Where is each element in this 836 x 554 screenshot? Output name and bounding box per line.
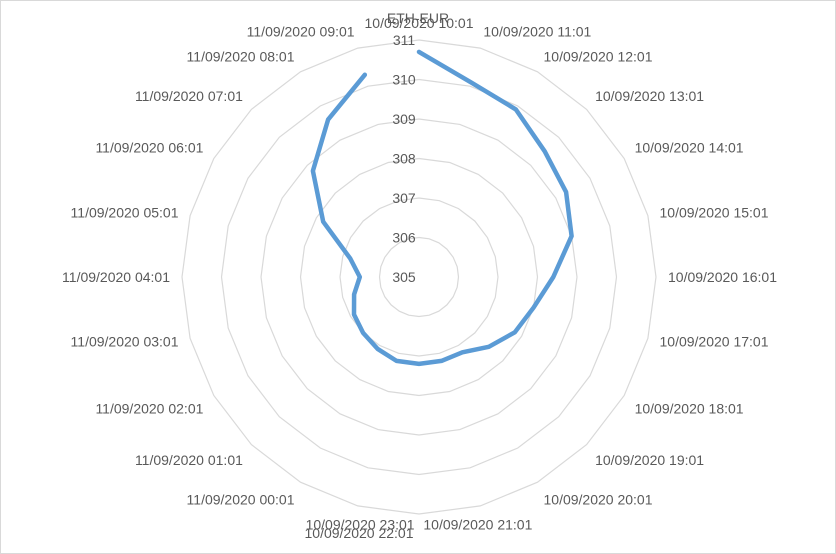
category-label: 11/09/2020 08:01: [187, 48, 295, 64]
grid-ring: [260, 118, 578, 436]
category-label: 11/09/2020 02:01: [95, 401, 203, 417]
category-label: 10/09/2020 14:01: [635, 140, 744, 156]
tick-label: 309: [392, 111, 416, 127]
category-label: 11/09/2020 07:01: [135, 88, 243, 104]
tick-label: 305: [392, 269, 416, 285]
tick-label: 310: [392, 72, 416, 88]
category-label: 11/09/2020 04:01: [62, 269, 170, 285]
grid-ring: [339, 197, 499, 357]
category-label: 11/09/2020 00:01: [187, 492, 295, 508]
grid-ring: [378, 236, 460, 318]
series-layer: [310, 49, 574, 367]
category-label: 10/09/2020 22:01: [305, 525, 414, 541]
grid: [181, 39, 657, 515]
category-label: 10/09/2020 10:01: [365, 15, 474, 31]
tick-label: 311: [393, 32, 416, 48]
grid-ring: [220, 78, 618, 476]
category-label: 10/09/2020 20:01: [544, 492, 653, 508]
category-label: 10/09/2020 11:01: [483, 24, 591, 40]
series-line: [310, 49, 574, 367]
category-label: 10/09/2020 19:01: [595, 452, 704, 468]
category-label: 10/09/2020 16:01: [668, 269, 777, 285]
category-label: 11/09/2020 05:01: [71, 205, 179, 221]
chart-title: ETH-EUR: [387, 10, 449, 26]
grid-ring: [181, 39, 657, 515]
category-labels: 10/09/2020 10:01 10/09/2020 11:01 10/09/20…: [62, 15, 777, 541]
category-label: 10/09/2020 15:01: [660, 205, 769, 221]
category-label: 11/09/2020 01:01: [135, 452, 243, 468]
category-label: 10/09/2020 18:01: [635, 401, 744, 417]
category-label: 10/09/2020 23:01: [306, 517, 415, 533]
category-label: 11/09/2020 03:01: [71, 333, 179, 349]
category-label: 11/09/2020 09:01: [247, 24, 355, 40]
category-label: 10/09/2020 17:01: [660, 333, 769, 349]
category-label: 10/09/2020 13:01: [595, 88, 704, 104]
category-label: 11/09/2020 06:01: [95, 140, 203, 156]
tick-label: 308: [392, 151, 416, 167]
tick-label: 306: [392, 230, 416, 246]
tick-labels: 305 306 307 308 309 310 311: [392, 32, 416, 285]
category-label: 10/09/2020 21:01: [423, 517, 532, 533]
category-label: 10/09/2020 12:01: [544, 48, 653, 64]
tick-label: 307: [392, 190, 416, 206]
grid-ring: [299, 157, 539, 397]
